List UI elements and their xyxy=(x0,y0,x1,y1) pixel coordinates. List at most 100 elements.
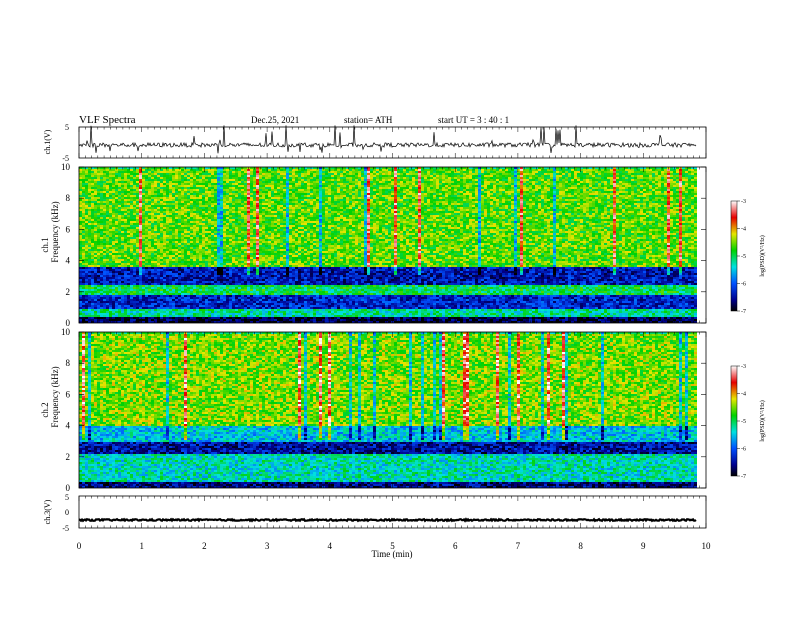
spectrogram-cell xyxy=(172,313,175,315)
spectrogram-cell xyxy=(118,167,121,169)
spectrogram-cell xyxy=(118,229,121,231)
spectrogram-cell xyxy=(169,185,172,187)
spectrogram-cell xyxy=(157,275,160,277)
spectrogram-cell xyxy=(235,215,238,217)
spectrogram-cell xyxy=(97,181,100,183)
spectrogram-cell xyxy=(235,177,238,179)
spectrogram-cell xyxy=(211,307,214,309)
spectrogram-cell xyxy=(244,321,247,323)
spectrogram-cell xyxy=(259,233,262,235)
spectrogram-cell xyxy=(265,275,268,277)
spectrogram-cell xyxy=(193,191,196,193)
spectrogram-cell xyxy=(142,315,145,317)
spectrogram-cell xyxy=(259,195,262,197)
spectrogram-cell xyxy=(190,311,193,313)
spectrogram-cell xyxy=(85,223,88,225)
spectrogram-cell xyxy=(205,211,208,213)
spectrogram-cell xyxy=(244,249,247,251)
spectrogram-cell xyxy=(241,277,244,279)
spectrogram-cell xyxy=(88,301,91,303)
spectrogram-cell xyxy=(103,261,106,263)
spectrogram-cell xyxy=(133,283,136,285)
spectrogram-cell xyxy=(190,309,193,311)
spectrogram-cell xyxy=(226,187,229,189)
spectrogram-cell xyxy=(187,223,190,225)
spectrogram-cell xyxy=(103,309,106,311)
spectrogram-cell xyxy=(217,279,220,281)
spectrogram-cell xyxy=(190,301,193,303)
spectrogram-cell xyxy=(259,227,262,229)
spectrogram-cell xyxy=(169,311,172,313)
spectrogram-cell xyxy=(184,307,187,309)
spectrogram-cell xyxy=(121,279,124,281)
spectrogram-cell xyxy=(85,261,88,263)
spectrogram-cell xyxy=(160,227,163,229)
spectrogram-cell xyxy=(247,283,250,285)
spectrogram-cell xyxy=(175,205,178,207)
spectrogram-cell xyxy=(106,181,109,183)
spectrogram-cell xyxy=(232,259,235,261)
spectrogram-cell xyxy=(220,237,223,239)
spectrogram-cell xyxy=(250,311,253,313)
spectrogram-cell xyxy=(217,315,220,317)
spectrogram-cell xyxy=(124,203,127,205)
spectrogram-cell xyxy=(259,279,262,281)
spectrogram-cell xyxy=(139,197,142,199)
spectrogram-cell xyxy=(238,261,241,263)
spectrogram-cell xyxy=(91,311,94,313)
spectrogram-cell xyxy=(139,231,142,233)
spectrogram-cell xyxy=(91,299,94,301)
spectrogram-cell xyxy=(109,237,112,239)
spectrogram-cell xyxy=(253,225,256,227)
spectrogram-cell xyxy=(172,231,175,233)
spectrogram-cell xyxy=(169,289,172,291)
spectrogram-cell xyxy=(253,209,256,211)
spectrogram-cell xyxy=(130,171,133,173)
spectrogram-cell xyxy=(235,201,238,203)
spectrogram-cell xyxy=(235,219,238,221)
spectrogram-cell xyxy=(142,275,145,277)
spectrogram-cell xyxy=(259,203,262,205)
spectrogram-cell xyxy=(223,175,226,177)
spectrogram-cell xyxy=(268,291,271,293)
spectrogram-cell xyxy=(160,199,163,201)
spectrogram-cell xyxy=(157,179,160,181)
spectrogram-cell xyxy=(130,211,133,213)
spectrogram-cell xyxy=(259,219,262,221)
spectrogram-cell xyxy=(163,321,166,323)
spectrogram-cell xyxy=(184,213,187,215)
spectrogram-cell xyxy=(139,193,142,195)
spectrogram-cell xyxy=(106,207,109,209)
spectrogram-cell xyxy=(151,301,154,303)
spectrogram-cell xyxy=(130,261,133,263)
spectrogram-cell xyxy=(91,287,94,289)
spectrogram-cell xyxy=(145,317,148,319)
spectrogram-cell xyxy=(187,291,190,293)
spectrogram-cell xyxy=(211,195,214,197)
spectrogram-cell xyxy=(232,267,235,269)
spectrogram-cell xyxy=(229,241,232,243)
spectrogram-cell xyxy=(253,307,256,309)
spectrogram-cell xyxy=(151,263,154,265)
spectrogram-cell xyxy=(139,307,142,309)
spectrogram-cell xyxy=(91,273,94,275)
spectrogram-cell xyxy=(136,295,139,297)
spectrogram-cell xyxy=(79,227,82,229)
spectrogram-cell xyxy=(256,257,259,259)
spectrogram-cell xyxy=(187,277,190,279)
spectrogram-cell xyxy=(79,249,82,251)
spectrogram-cell xyxy=(127,305,130,307)
spectrogram-cell xyxy=(82,261,85,263)
spectrogram-cell xyxy=(247,277,250,279)
spectrogram-cell xyxy=(85,181,88,183)
spectrogram-cell xyxy=(172,239,175,241)
spectrogram-cell xyxy=(241,203,244,205)
spectrogram-cell xyxy=(223,213,226,215)
spectrogram-cell xyxy=(94,275,97,277)
spectrogram-cell xyxy=(193,255,196,257)
spectrogram-cell xyxy=(85,243,88,245)
spectrogram-cell xyxy=(136,259,139,261)
spectrogram-cell xyxy=(118,169,121,171)
spectrogram-cell xyxy=(178,213,181,215)
spectrogram-cell xyxy=(166,297,169,299)
